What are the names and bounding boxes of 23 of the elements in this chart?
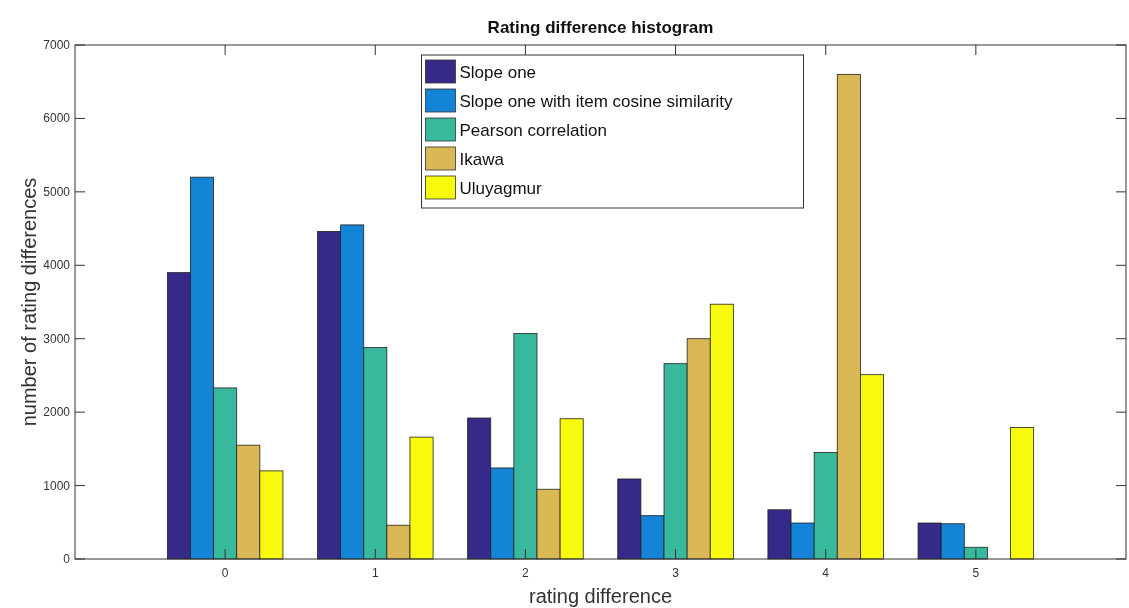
y-tick-label: 0 xyxy=(63,552,71,566)
legend-label: Pearson correlation xyxy=(459,121,607,140)
y-tick-label: 1000 xyxy=(43,478,71,493)
legend-label: Uluyagmur xyxy=(459,179,543,198)
y-axis-title: number of rating differences xyxy=(18,177,40,427)
x-axis-title: rating difference xyxy=(528,585,673,607)
y-tick-label: 2000 xyxy=(43,405,71,420)
x-tick-label: 5 xyxy=(972,566,980,580)
x-tick-label: 4 xyxy=(822,566,830,580)
y-tick-label: 3000 xyxy=(43,331,71,346)
y-tick-label: 7000 xyxy=(43,38,71,52)
y-tick-label: 4000 xyxy=(43,258,71,273)
y-tick-label: 5000 xyxy=(43,184,71,199)
x-tick-label: 2 xyxy=(522,566,530,580)
x-tick-label: 1 xyxy=(371,566,379,580)
x-tick-label: 3 xyxy=(672,566,680,580)
legend-label: Slope one with item cosine similarity xyxy=(459,92,734,111)
chart-title: Rating difference histogram xyxy=(487,18,714,37)
x-tick-label: 0 xyxy=(221,566,229,580)
y-tick-label: 6000 xyxy=(43,111,71,126)
legend-label: Ikawa xyxy=(459,150,505,169)
legend-label: Slope one xyxy=(459,63,537,82)
bar xyxy=(1010,427,1035,560)
